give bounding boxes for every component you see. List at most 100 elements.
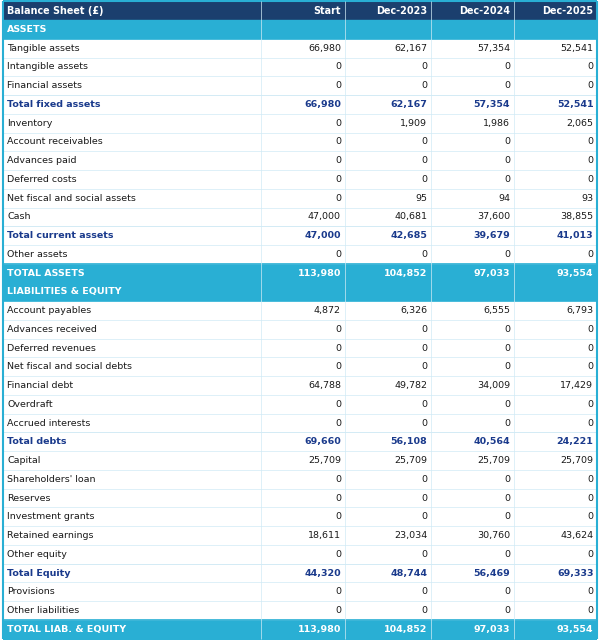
Text: 113,980: 113,980: [298, 625, 341, 634]
Text: 0: 0: [421, 250, 427, 259]
Text: 0: 0: [587, 344, 593, 353]
Text: 47,000: 47,000: [304, 231, 341, 240]
Text: Net fiscal and social assets: Net fiscal and social assets: [7, 194, 136, 203]
Text: 93,554: 93,554: [557, 269, 593, 278]
Text: 0: 0: [504, 81, 510, 90]
Text: 0: 0: [587, 550, 593, 559]
Text: Shareholders' loan: Shareholders' loan: [7, 475, 96, 484]
Bar: [3, 395, 597, 413]
Text: 69,333: 69,333: [557, 568, 593, 578]
Bar: [3, 20, 597, 39]
Text: 113,980: 113,980: [298, 269, 341, 278]
Text: 0: 0: [504, 400, 510, 409]
Text: Tangible assets: Tangible assets: [7, 44, 80, 52]
Text: 43,624: 43,624: [560, 531, 593, 540]
Text: 0: 0: [504, 588, 510, 596]
Text: 0: 0: [587, 419, 593, 428]
Text: 93: 93: [581, 194, 593, 203]
Text: Financial assets: Financial assets: [7, 81, 82, 90]
Text: 95: 95: [415, 194, 427, 203]
Text: Inventory: Inventory: [7, 118, 53, 127]
Text: Financial debt: Financial debt: [7, 381, 73, 390]
Text: 0: 0: [504, 175, 510, 184]
Bar: [3, 189, 597, 207]
Text: 37,600: 37,600: [477, 212, 510, 221]
Bar: [3, 358, 597, 376]
Text: 0: 0: [335, 156, 341, 165]
Text: 0: 0: [335, 588, 341, 596]
Text: 0: 0: [421, 138, 427, 147]
Text: 0: 0: [587, 175, 593, 184]
Bar: [3, 601, 597, 620]
Text: 0: 0: [421, 419, 427, 428]
Text: 47,000: 47,000: [308, 212, 341, 221]
Text: 25,709: 25,709: [560, 456, 593, 465]
Text: Account payables: Account payables: [7, 306, 91, 315]
Text: 0: 0: [335, 493, 341, 502]
Text: 0: 0: [587, 362, 593, 371]
Text: 42,685: 42,685: [390, 231, 427, 240]
Text: 23,034: 23,034: [394, 531, 427, 540]
Text: Dec-2024: Dec-2024: [459, 6, 510, 15]
Bar: [3, 301, 597, 320]
Bar: [3, 207, 597, 227]
Text: 0: 0: [335, 325, 341, 334]
Text: 25,709: 25,709: [477, 456, 510, 465]
Text: 0: 0: [587, 400, 593, 409]
Text: 18,611: 18,611: [308, 531, 341, 540]
Text: LIABILITIES & EQUITY: LIABILITIES & EQUITY: [7, 287, 122, 296]
Text: Cash: Cash: [7, 212, 31, 221]
Text: Total Equity: Total Equity: [7, 568, 71, 578]
Bar: [3, 508, 597, 526]
Text: Investment grants: Investment grants: [7, 513, 95, 522]
Text: 0: 0: [587, 588, 593, 596]
Text: 0: 0: [421, 493, 427, 502]
Bar: [3, 564, 597, 582]
Text: 0: 0: [335, 118, 341, 127]
Text: 34,009: 34,009: [477, 381, 510, 390]
Text: Account receivables: Account receivables: [7, 138, 103, 147]
Text: 0: 0: [421, 400, 427, 409]
Text: 0: 0: [421, 588, 427, 596]
Text: Provisions: Provisions: [7, 588, 55, 596]
Bar: [3, 433, 597, 451]
Bar: [3, 132, 597, 151]
Bar: [3, 620, 597, 639]
Text: 0: 0: [335, 475, 341, 484]
Text: 6,793: 6,793: [566, 306, 593, 315]
Bar: [3, 582, 597, 601]
Text: Net fiscal and social debts: Net fiscal and social debts: [7, 362, 132, 371]
Bar: [3, 470, 597, 489]
Bar: [3, 413, 597, 433]
Text: TOTAL LIAB. & EQUITY: TOTAL LIAB. & EQUITY: [7, 625, 127, 634]
Text: 0: 0: [504, 250, 510, 259]
Text: 0: 0: [504, 475, 510, 484]
Text: 0: 0: [421, 606, 427, 615]
Bar: [3, 227, 597, 245]
Text: 25,709: 25,709: [308, 456, 341, 465]
Text: 0: 0: [504, 138, 510, 147]
Text: Overdraft: Overdraft: [7, 400, 53, 409]
Text: 0: 0: [335, 362, 341, 371]
Bar: [3, 282, 597, 301]
Text: 66,980: 66,980: [308, 44, 341, 52]
Bar: [3, 545, 597, 564]
Text: 39,679: 39,679: [473, 231, 510, 240]
Text: 62,167: 62,167: [390, 100, 427, 109]
Bar: [3, 170, 597, 189]
Text: 41,013: 41,013: [557, 231, 593, 240]
Text: ASSETS: ASSETS: [7, 25, 47, 34]
Text: 0: 0: [335, 250, 341, 259]
Text: 1,909: 1,909: [400, 118, 427, 127]
Text: 0: 0: [504, 550, 510, 559]
Text: 52,541: 52,541: [557, 100, 593, 109]
Bar: [3, 114, 597, 132]
Text: 0: 0: [421, 62, 427, 72]
Text: Accrued interests: Accrued interests: [7, 419, 91, 428]
Bar: [3, 1, 597, 20]
Text: 48,744: 48,744: [390, 568, 427, 578]
Text: 38,855: 38,855: [560, 212, 593, 221]
Text: 56,469: 56,469: [473, 568, 510, 578]
Text: 2,065: 2,065: [566, 118, 593, 127]
Text: Balance Sheet (£): Balance Sheet (£): [7, 6, 104, 15]
